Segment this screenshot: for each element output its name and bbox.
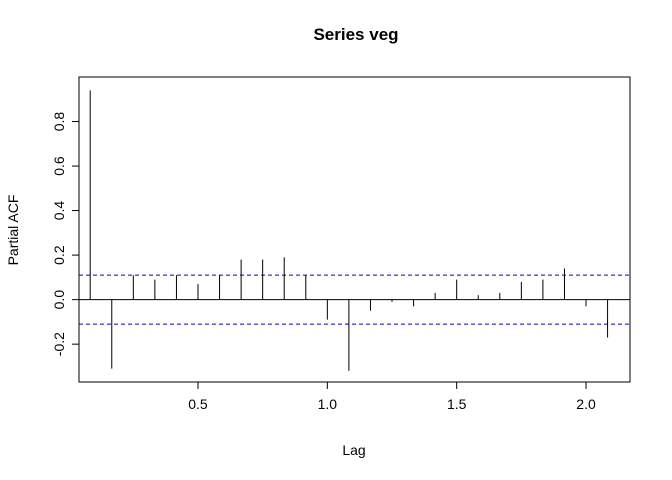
y-tick-label: 0.8 [51, 112, 67, 132]
y-axis: -0.2 0.0 0.2 0.4 0.6 0.8 [51, 112, 79, 356]
y-tick-label: 0.6 [51, 156, 67, 176]
confidence-bounds [79, 274, 630, 325]
x-tick-label: 1.5 [447, 396, 467, 412]
x-tick-label: 2.0 [576, 396, 596, 412]
y-axis-label: Partial ACF [5, 195, 21, 266]
plot-frame [78, 76, 631, 383]
chart-title: Series veg [313, 25, 398, 44]
y-tick-label: 0.2 [51, 245, 67, 265]
x-axis-label: Lag [342, 442, 365, 458]
y-tick-label: 0.4 [51, 201, 67, 221]
x-tick-label: 1.0 [318, 396, 338, 412]
y-tick-label: -0.2 [51, 332, 67, 356]
y-tick-label: 0.0 [51, 290, 67, 310]
pacf-bars [89, 90, 609, 371]
x-axis: 0.5 1.0 1.5 2.0 [188, 382, 596, 412]
x-tick-label: 0.5 [188, 396, 208, 412]
